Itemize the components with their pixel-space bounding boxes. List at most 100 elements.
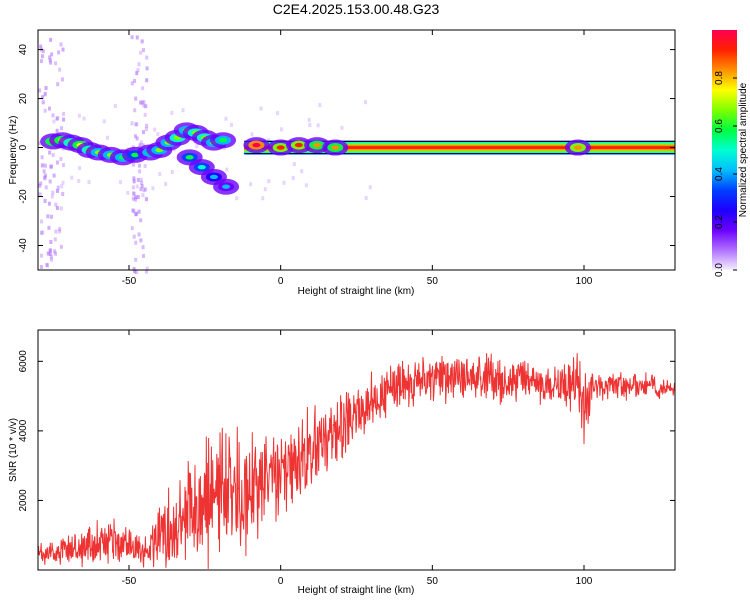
spectrogram-noise-cell [136, 195, 140, 200]
spectrogram-blob-peak [573, 145, 582, 150]
spectrogram-noise-cell [58, 227, 62, 232]
spectrogram-noise-cell [44, 173, 48, 178]
spectrogram-noise-cell [230, 122, 234, 127]
spectrogram-noise-cell [158, 171, 162, 176]
spectrogram-noise-cell [137, 209, 141, 214]
colorbar-tick-label: 0.6 [714, 119, 725, 133]
spectrogram-x-tick-label: 100 [576, 276, 593, 287]
spectrogram-noise-cell [77, 113, 81, 118]
spectrogram-noise-cell [54, 229, 58, 234]
spectrogram-noise-cell [50, 164, 54, 169]
spectrogram-noise-cell [153, 127, 157, 132]
spectrogram-noise-cell [38, 141, 42, 146]
spectrogram-noise-cell [54, 61, 58, 66]
spectrogram-blob-peak [294, 142, 303, 148]
spectrogram-noise-cell [235, 196, 239, 201]
spectrogram-noise-cell [61, 192, 65, 197]
spectrogram-noise-cell [50, 194, 54, 199]
spectrogram-noise-cell [263, 187, 267, 192]
spectrogram-noise-cell [60, 77, 64, 82]
spectrogram-blob-peak [222, 184, 231, 189]
snr-y-tick-label: 2000 [18, 489, 29, 512]
spectrogram-blob-peak [209, 174, 218, 180]
spectrogram-noise-cell [181, 108, 185, 113]
spectrogram-noise-cell [145, 266, 149, 271]
spectrogram-y-tick-label: 40 [18, 44, 29, 56]
spectrogram-noise-cell [136, 68, 140, 73]
spectrogram-noise-cell [38, 183, 42, 188]
spectrogram-noise-cell [48, 150, 52, 155]
spectrogram-noise-cell [139, 140, 143, 145]
spectrogram-noise-cell [55, 205, 59, 210]
spectrogram-noise-cell [142, 103, 146, 108]
spectrogram-blob-peak [185, 155, 194, 160]
spectrogram-noise-cell [51, 190, 55, 195]
colorbar-tick-label: 0.0 [714, 263, 725, 277]
spectrogram-noise-cell [40, 230, 44, 235]
spectrogram-noise-cell [145, 55, 149, 60]
spectrogram-noise-cell [249, 182, 253, 187]
colorbar-ticks: 0.0 0.2 0.4 0.6 0.8 [714, 71, 737, 277]
spectrogram-noise-cell [40, 219, 44, 224]
spectrogram-noise-cell [61, 47, 65, 52]
spectrogram-noise-cell [55, 116, 59, 121]
snr-x-tick-label: 100 [576, 576, 593, 587]
spectrogram-noise-cell [141, 143, 145, 148]
spectrogram-noise-cell [44, 86, 48, 91]
spectrogram-y-tick-label: -40 [18, 238, 29, 253]
spectrogram-noise-cell [49, 257, 53, 262]
spectrogram-noise-cell [59, 42, 63, 47]
spectrogram-noise-cell [156, 132, 160, 137]
spectrogram-noise-cell [140, 100, 144, 105]
spectrogram-noise-cell [113, 103, 117, 108]
spectrogram-blob-peak [276, 145, 285, 150]
spectrogram-x-label: Height of straight line (km) [298, 286, 415, 297]
spectrogram-noise-cell [139, 218, 143, 223]
spectrogram-noise-cell [164, 181, 168, 186]
spectrogram-noise-cell [133, 269, 137, 274]
spectrogram-noise-cell [61, 163, 65, 168]
spectrogram-noise-cell [47, 225, 51, 230]
spectrogram-x-tick-label: 0 [278, 276, 284, 287]
spectrogram-noise-cell [144, 127, 148, 132]
spectrogram-noise-cell [308, 123, 312, 128]
spectrogram-noise-cell [139, 100, 143, 105]
spectrogram-noise-cell [170, 110, 174, 115]
snr-series-line [37, 353, 676, 569]
spectrogram-y-tick-label: -20 [18, 189, 29, 204]
spectrogram-noise-cell [49, 60, 53, 65]
snr-panel: -50 0 50 100 2000 4000 6000 Height of straigh… [8, 329, 676, 596]
spectrogram-noise-cell [49, 239, 53, 244]
spectrogram-noise-cell [140, 181, 144, 186]
colorbar-tick-label: 0.4 [714, 167, 725, 181]
chart-title: C2E4.2025.153.00.48.G23 [273, 1, 440, 17]
spectrogram-noise-cell [250, 132, 254, 137]
spectrogram-noise-cell [137, 62, 141, 67]
spectrogram-noise-cell [43, 108, 47, 113]
spectrogram-blob-peak [197, 164, 206, 170]
spectrogram-noise-cell [134, 257, 138, 262]
spectrogram-noise-cell [46, 214, 50, 219]
spectrogram-y-ticks: -40 -20 0 20 40 [18, 44, 675, 253]
spectrogram-noise-cell [139, 187, 143, 192]
colorbar-tick-label: 0.8 [714, 71, 725, 85]
spectrogram-x-tick-label: -50 [122, 276, 137, 287]
spectrogram-noise-cell [134, 122, 138, 127]
spectrogram-noise-cell [39, 44, 43, 49]
spectrogram-marks [38, 35, 675, 274]
snr-x-tick-label: -50 [122, 576, 137, 587]
spectrogram-noise-cell [139, 177, 143, 182]
spectrogram-noise-cell [132, 191, 136, 196]
snr-y-ticks: 2000 4000 6000 [18, 350, 675, 512]
spectrogram-noise-cell [141, 253, 145, 258]
spectrogram-y-tick-label: 0 [18, 144, 29, 150]
snr-y-label: SNR (10 * v/v) [8, 418, 19, 482]
spectrogram-noise-cell [41, 49, 45, 54]
spectrogram-noise-cell [118, 180, 122, 185]
spectrogram-noise-cell [132, 209, 136, 214]
spectrogram-noise-cell [55, 160, 59, 165]
spectrogram-noise-cell [138, 143, 142, 148]
spectrogram-noise-cell [48, 164, 52, 169]
spectrogram-noise-cell [133, 78, 137, 83]
spectrogram-noise-cell [364, 100, 368, 105]
